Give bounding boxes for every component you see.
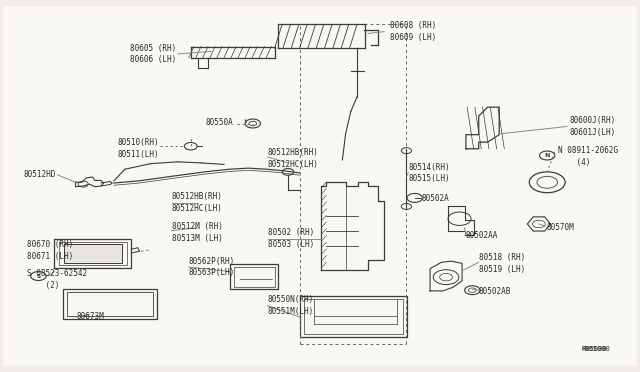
Text: 80512HB(RH)
80512HC(LH): 80512HB(RH) 80512HC(LH) (172, 192, 222, 213)
Text: 80673M: 80673M (77, 312, 104, 321)
Text: 80502AB: 80502AB (479, 287, 511, 296)
Text: 80512HB(RH)
80512HC(LH): 80512HB(RH) 80512HC(LH) (268, 148, 318, 169)
Text: 80510(RH)
80511(LH): 80510(RH) 80511(LH) (117, 138, 159, 159)
Text: 80514(RH)
80515(LH): 80514(RH) 80515(LH) (408, 163, 450, 183)
Text: 80550A: 80550A (206, 118, 234, 127)
Text: 80570M: 80570M (547, 223, 574, 232)
Bar (64, 244, 122, 263)
Text: 80605 (RH)
80606 (LH): 80605 (RH) 80606 (LH) (130, 44, 176, 64)
Text: 80518 (RH)
80519 (LH): 80518 (RH) 80519 (LH) (479, 253, 525, 274)
Bar (304, 299, 403, 334)
Text: 80550N(RH)
80551M(LH): 80550N(RH) 80551M(LH) (268, 295, 314, 316)
Text: N 08911-2062G
    (4): N 08911-2062G (4) (558, 146, 618, 167)
Bar (63, 289, 157, 319)
Bar (230, 264, 278, 289)
Text: 80502AA: 80502AA (466, 231, 499, 240)
Text: 80600J(RH)
80601J(LH): 80600J(RH) 80601J(LH) (570, 116, 616, 137)
Text: 80502 (RH)
80503 (LH): 80502 (RH) 80503 (LH) (268, 228, 314, 249)
Text: N: N (545, 153, 550, 158)
Bar (300, 296, 407, 337)
Text: 80502A: 80502A (421, 194, 449, 203)
Text: R05000: R05000 (581, 346, 607, 352)
Text: S: S (36, 273, 40, 279)
Bar (234, 267, 275, 287)
Text: 80562P(RH)
80563P(LH): 80562P(RH) 80563P(LH) (189, 257, 235, 278)
Bar (59, 242, 127, 265)
Text: 80512M (RH)
80513M (LH): 80512M (RH) 80513M (LH) (172, 222, 222, 243)
Text: 80512HD: 80512HD (24, 170, 56, 179)
Text: S 08523-62542
    (2): S 08523-62542 (2) (27, 269, 87, 290)
Text: 80608 (RH)
80609 (LH): 80608 (RH) 80609 (LH) (390, 21, 436, 42)
Text: ‹R05000: ‹R05000 (581, 346, 611, 352)
Text: 80670 (RH)
80671 (LH): 80670 (RH) 80671 (LH) (27, 240, 73, 261)
Bar (67, 292, 153, 316)
